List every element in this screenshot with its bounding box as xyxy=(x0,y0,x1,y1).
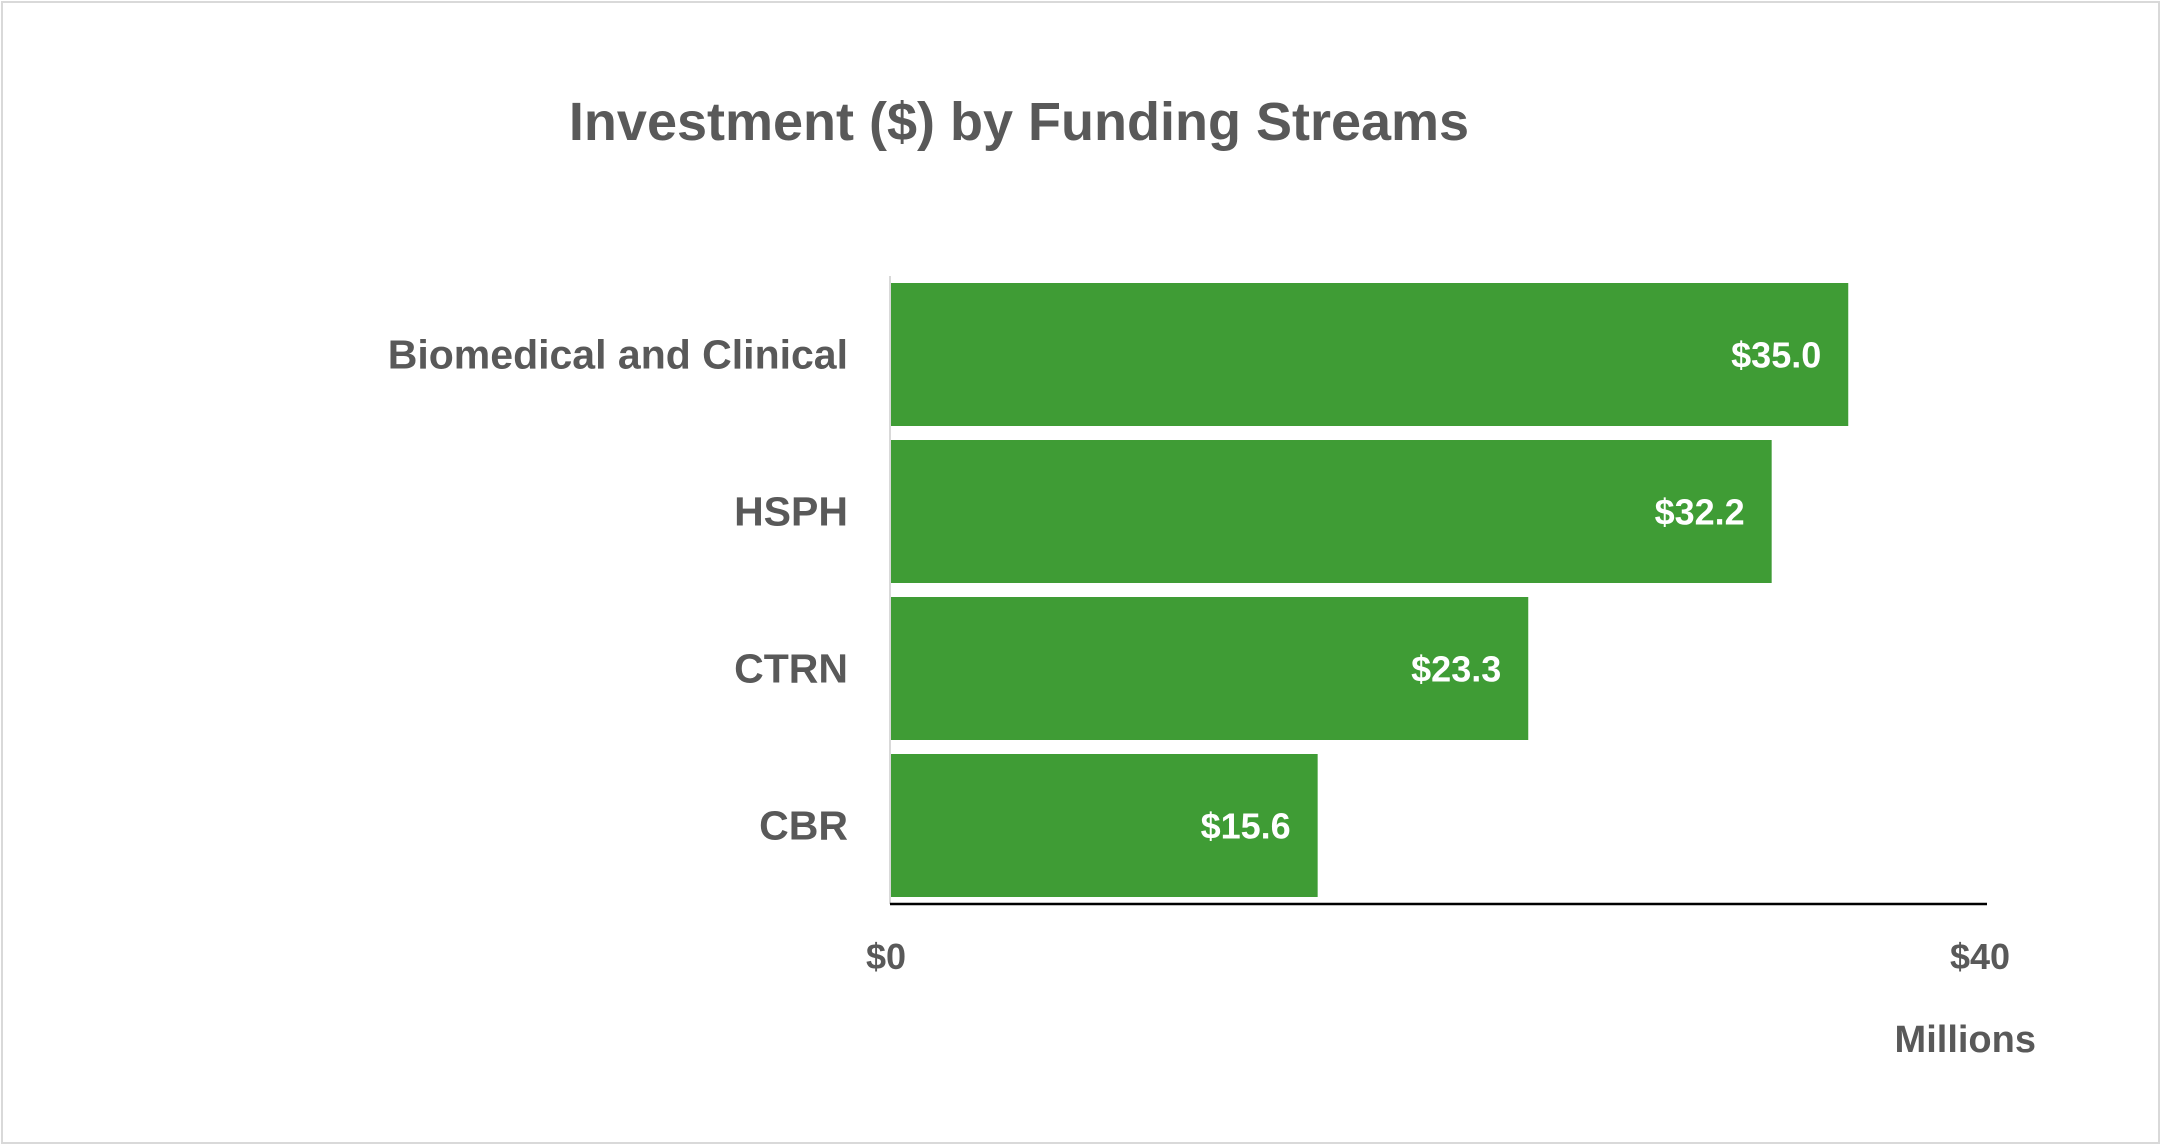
data-label: $35.0 xyxy=(1731,335,1821,376)
bar-2 xyxy=(891,597,1529,740)
bar-3 xyxy=(891,754,1318,897)
category-label: HSPH xyxy=(734,489,848,535)
chart-title: Investment ($) by Funding Streams xyxy=(569,92,1469,152)
category-label: CBR xyxy=(759,803,848,849)
x-axis-unit-label: Millions xyxy=(1895,1019,2036,1061)
x-tick-label: $0 xyxy=(866,936,906,977)
category-label: CTRN xyxy=(734,646,848,692)
category-label: Biomedical and Clinical xyxy=(388,332,848,378)
x-tick-label: $40 xyxy=(1950,936,2010,977)
data-label: $32.2 xyxy=(1655,492,1745,533)
data-label: $23.3 xyxy=(1411,649,1501,690)
bar-1 xyxy=(891,440,1772,583)
bar-0 xyxy=(891,283,1849,426)
data-label: $15.6 xyxy=(1201,806,1291,847)
